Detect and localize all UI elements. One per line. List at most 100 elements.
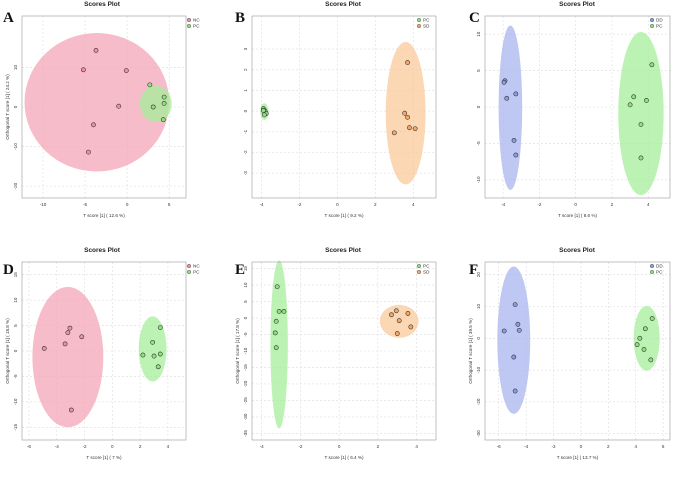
x-tick-label: -6 [497, 444, 502, 449]
data-point-sd [396, 318, 402, 324]
data-point-pc [274, 284, 280, 290]
data-point-nc [68, 407, 74, 413]
x-tick-label: 0 [111, 444, 114, 449]
y-tick-label: -20 [13, 182, 18, 189]
x-tick-label: -4 [524, 444, 529, 449]
x-tick-label: 4 [415, 444, 418, 449]
data-point-sd [412, 126, 418, 132]
data-point-pc [157, 325, 163, 331]
data-point-dd [513, 91, 519, 97]
legend-marker-pc [186, 270, 191, 275]
data-point-dd [516, 327, 522, 333]
panel-letter: C [469, 10, 480, 26]
x-tick-label: 2 [611, 202, 614, 207]
data-point-pc [648, 357, 654, 363]
x-tick-label: -10 [40, 202, 47, 207]
legend-marker-dd [650, 18, 655, 23]
data-point-sd [402, 110, 408, 116]
data-point-sd [407, 125, 412, 131]
data-point-dd [511, 354, 517, 360]
chart-title: Scores Plot [325, 1, 362, 8]
y-tick-label: 0 [13, 105, 18, 108]
y-tick-label: -10 [243, 347, 248, 354]
x-axis-label: T score [1] ( 7 %) [86, 455, 122, 460]
confidence-ellipse-nc [32, 286, 104, 428]
data-point-nc [86, 149, 91, 155]
x-tick-label: 0 [580, 444, 583, 449]
data-point-pc [644, 98, 649, 103]
x-axis-label: T score [1] ( 12.6 %) [83, 213, 125, 218]
data-point-pc [260, 108, 266, 113]
y-tick-label: -10 [476, 176, 481, 183]
data-point-pc [150, 339, 156, 345]
legend-marker-dd [650, 264, 655, 269]
y-tick-label: 0 [243, 316, 248, 319]
panel-letter: A [3, 10, 14, 26]
data-point-sd [389, 312, 394, 318]
x-tick-label: -4 [259, 202, 264, 207]
legend-label: PC [656, 270, 663, 275]
x-tick-label: 2 [607, 444, 610, 449]
panel-B: -4 -2 0 2 4 -3 -2 -1 0 1 2 3 Scores Plot T score [1] … [235, 1, 437, 218]
confidence-ellipse-dd [498, 25, 523, 190]
legend-label: NC [193, 264, 200, 269]
data-point-pc [637, 335, 643, 341]
y-tick-label: 5 [476, 69, 481, 72]
legend-marker-pc [650, 24, 655, 29]
data-point-dd [501, 79, 507, 85]
data-point-pc [276, 309, 282, 314]
x-tick-label: 0 [574, 202, 577, 207]
data-point-pc [147, 82, 153, 88]
y-tick-label: -3 [243, 171, 248, 176]
data-point-pc [638, 155, 644, 161]
panel-A: -10 -5 0 5 -20 -10 0 10 Scores Plot T score [1] (… [3, 1, 200, 218]
data-point-sd [391, 130, 397, 136]
y-tick-label: -10 [13, 398, 18, 405]
y-tick-label: -30 [243, 413, 248, 420]
data-point-sd [393, 308, 399, 314]
panel-letter: D [3, 262, 14, 278]
y-tick-label: -5 [476, 141, 481, 146]
data-point-dd [512, 302, 518, 307]
panel-C: -4 -2 0 2 4 -10 -5 0 5 10 Scores Plot T score [1] (… [469, 1, 671, 218]
data-point-nc [80, 67, 86, 73]
y-tick-label: 0 [476, 105, 481, 108]
x-tick-label: -2 [298, 444, 303, 449]
x-tick-label: 2 [139, 444, 142, 449]
y-tick-label: -5 [13, 374, 18, 379]
data-point-pc [281, 309, 287, 314]
legend-label: PC [423, 18, 430, 23]
y-tick-label: 2 [243, 68, 248, 71]
legend-label: PC [193, 270, 200, 275]
x-tick-label: -2 [551, 444, 556, 449]
x-tick-label: -6 [27, 444, 32, 449]
legend-marker-pc [417, 264, 422, 269]
data-point-sd [394, 331, 400, 336]
plot-frame [484, 15, 671, 199]
data-point-sd [405, 311, 411, 316]
data-point-sd [408, 324, 414, 330]
data-point-nc [62, 341, 68, 347]
y-tick-label: 20 [476, 272, 481, 278]
data-point-nc [65, 330, 71, 336]
data-point-pc [157, 351, 163, 357]
legend-label: PC [656, 24, 663, 29]
legend-label: SD [423, 24, 430, 29]
y-tick-label: 5 [13, 324, 18, 327]
data-point-pc [261, 112, 267, 118]
legend-marker-sd [417, 270, 422, 275]
chart-title: Scores Plot [325, 247, 362, 254]
y-tick-label: -15 [243, 364, 248, 371]
data-point-pc [627, 102, 633, 108]
data-point-dd [515, 321, 521, 327]
x-tick-label: -2 [82, 444, 87, 449]
legend-label: SD [423, 270, 430, 275]
y-axis-label: Orthogonal T score [1] ( 17.8 %) [235, 318, 240, 384]
data-point-pc [642, 326, 648, 332]
y-tick-label: -20 [243, 380, 248, 387]
data-point-pc [150, 104, 156, 110]
panel-D: -6 -4 -2 0 2 4 -15 -10 -5 0 5 10 15 Scores Plot T scor… [3, 247, 200, 460]
x-tick-label: -4 [501, 202, 506, 207]
y-axis-label: Orthogonal T score [1] ( 18.8 %) [5, 318, 10, 384]
